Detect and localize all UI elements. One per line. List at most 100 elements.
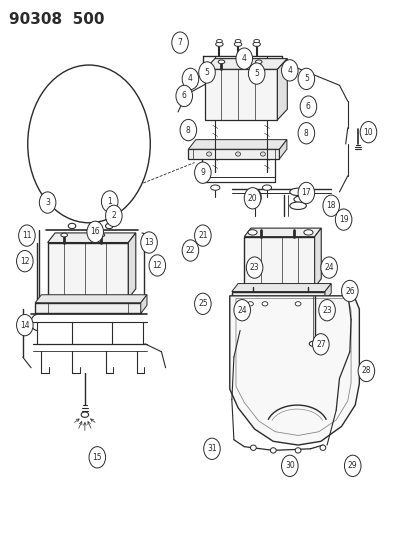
Circle shape [341,280,357,302]
Circle shape [299,96,316,117]
Text: 18: 18 [326,201,335,210]
Ellipse shape [235,39,240,43]
Circle shape [171,32,188,53]
Text: 6: 6 [181,92,186,100]
Polygon shape [314,228,320,287]
Ellipse shape [215,42,223,46]
Text: 26: 26 [344,287,354,295]
Text: 9: 9 [200,168,205,177]
Polygon shape [244,237,314,287]
Text: 11: 11 [22,231,31,240]
Circle shape [89,447,105,468]
Ellipse shape [206,152,211,156]
Ellipse shape [294,302,300,306]
Circle shape [180,119,196,141]
Circle shape [203,438,220,459]
Text: 10: 10 [363,128,373,136]
Text: 5: 5 [303,75,308,83]
Text: 13: 13 [144,238,154,247]
Ellipse shape [253,39,259,43]
Ellipse shape [309,341,318,346]
Polygon shape [47,139,116,144]
Ellipse shape [235,152,240,156]
Ellipse shape [210,185,219,190]
Ellipse shape [289,202,306,209]
Text: 8: 8 [185,126,190,134]
Text: 22: 22 [185,246,195,255]
Text: 23: 23 [249,263,259,272]
Polygon shape [116,120,122,144]
Circle shape [247,189,261,206]
Text: 5: 5 [254,69,259,78]
Polygon shape [229,296,358,445]
Text: 16: 16 [90,228,100,236]
Circle shape [28,65,150,223]
Circle shape [297,123,314,144]
Ellipse shape [293,196,310,203]
Polygon shape [47,120,122,139]
Circle shape [19,225,35,246]
Circle shape [235,48,252,69]
Ellipse shape [261,302,267,306]
Polygon shape [324,284,330,301]
Polygon shape [204,69,277,120]
Circle shape [176,85,192,107]
Text: 31: 31 [206,445,216,453]
Circle shape [194,293,211,314]
Ellipse shape [260,152,265,156]
Text: 7: 7 [177,38,182,47]
Circle shape [101,191,118,212]
Circle shape [194,225,211,246]
Text: 30: 30 [284,462,294,470]
Circle shape [248,63,264,84]
Polygon shape [244,228,320,237]
Ellipse shape [234,42,241,46]
Circle shape [312,334,328,355]
Text: 28: 28 [361,367,370,375]
Ellipse shape [98,233,104,237]
Text: 6: 6 [305,102,310,111]
Polygon shape [188,140,286,149]
Text: 19: 19 [338,215,348,224]
Text: 4: 4 [241,54,246,63]
Text: 20: 20 [247,194,257,203]
Circle shape [357,360,374,382]
Circle shape [140,232,157,253]
Text: 4: 4 [287,66,292,75]
Polygon shape [188,149,279,159]
Polygon shape [47,233,135,243]
Polygon shape [231,284,330,292]
Text: 1: 1 [107,197,112,206]
Circle shape [149,255,165,276]
Text: 2: 2 [111,212,116,220]
Text: 17: 17 [301,189,311,197]
Text: 3: 3 [45,198,50,207]
Ellipse shape [216,39,222,43]
Ellipse shape [218,60,224,63]
Circle shape [359,122,376,143]
Ellipse shape [303,230,312,235]
Circle shape [281,60,297,81]
Circle shape [335,209,351,230]
Text: 29: 29 [347,462,357,470]
Text: 14: 14 [20,321,30,329]
Text: 24: 24 [323,263,333,272]
Text: 21: 21 [198,231,207,240]
Text: 27: 27 [315,340,325,349]
Polygon shape [114,125,122,165]
Text: 12: 12 [152,261,161,270]
Ellipse shape [81,412,88,417]
Text: 24: 24 [237,306,247,314]
Circle shape [320,257,337,278]
Circle shape [105,205,122,227]
Ellipse shape [294,448,300,453]
Polygon shape [35,295,147,303]
Polygon shape [54,123,117,136]
Polygon shape [47,243,128,298]
Circle shape [194,162,211,183]
Circle shape [87,221,103,243]
Circle shape [297,182,314,204]
Polygon shape [231,292,324,301]
Circle shape [17,314,33,336]
Polygon shape [140,295,147,313]
